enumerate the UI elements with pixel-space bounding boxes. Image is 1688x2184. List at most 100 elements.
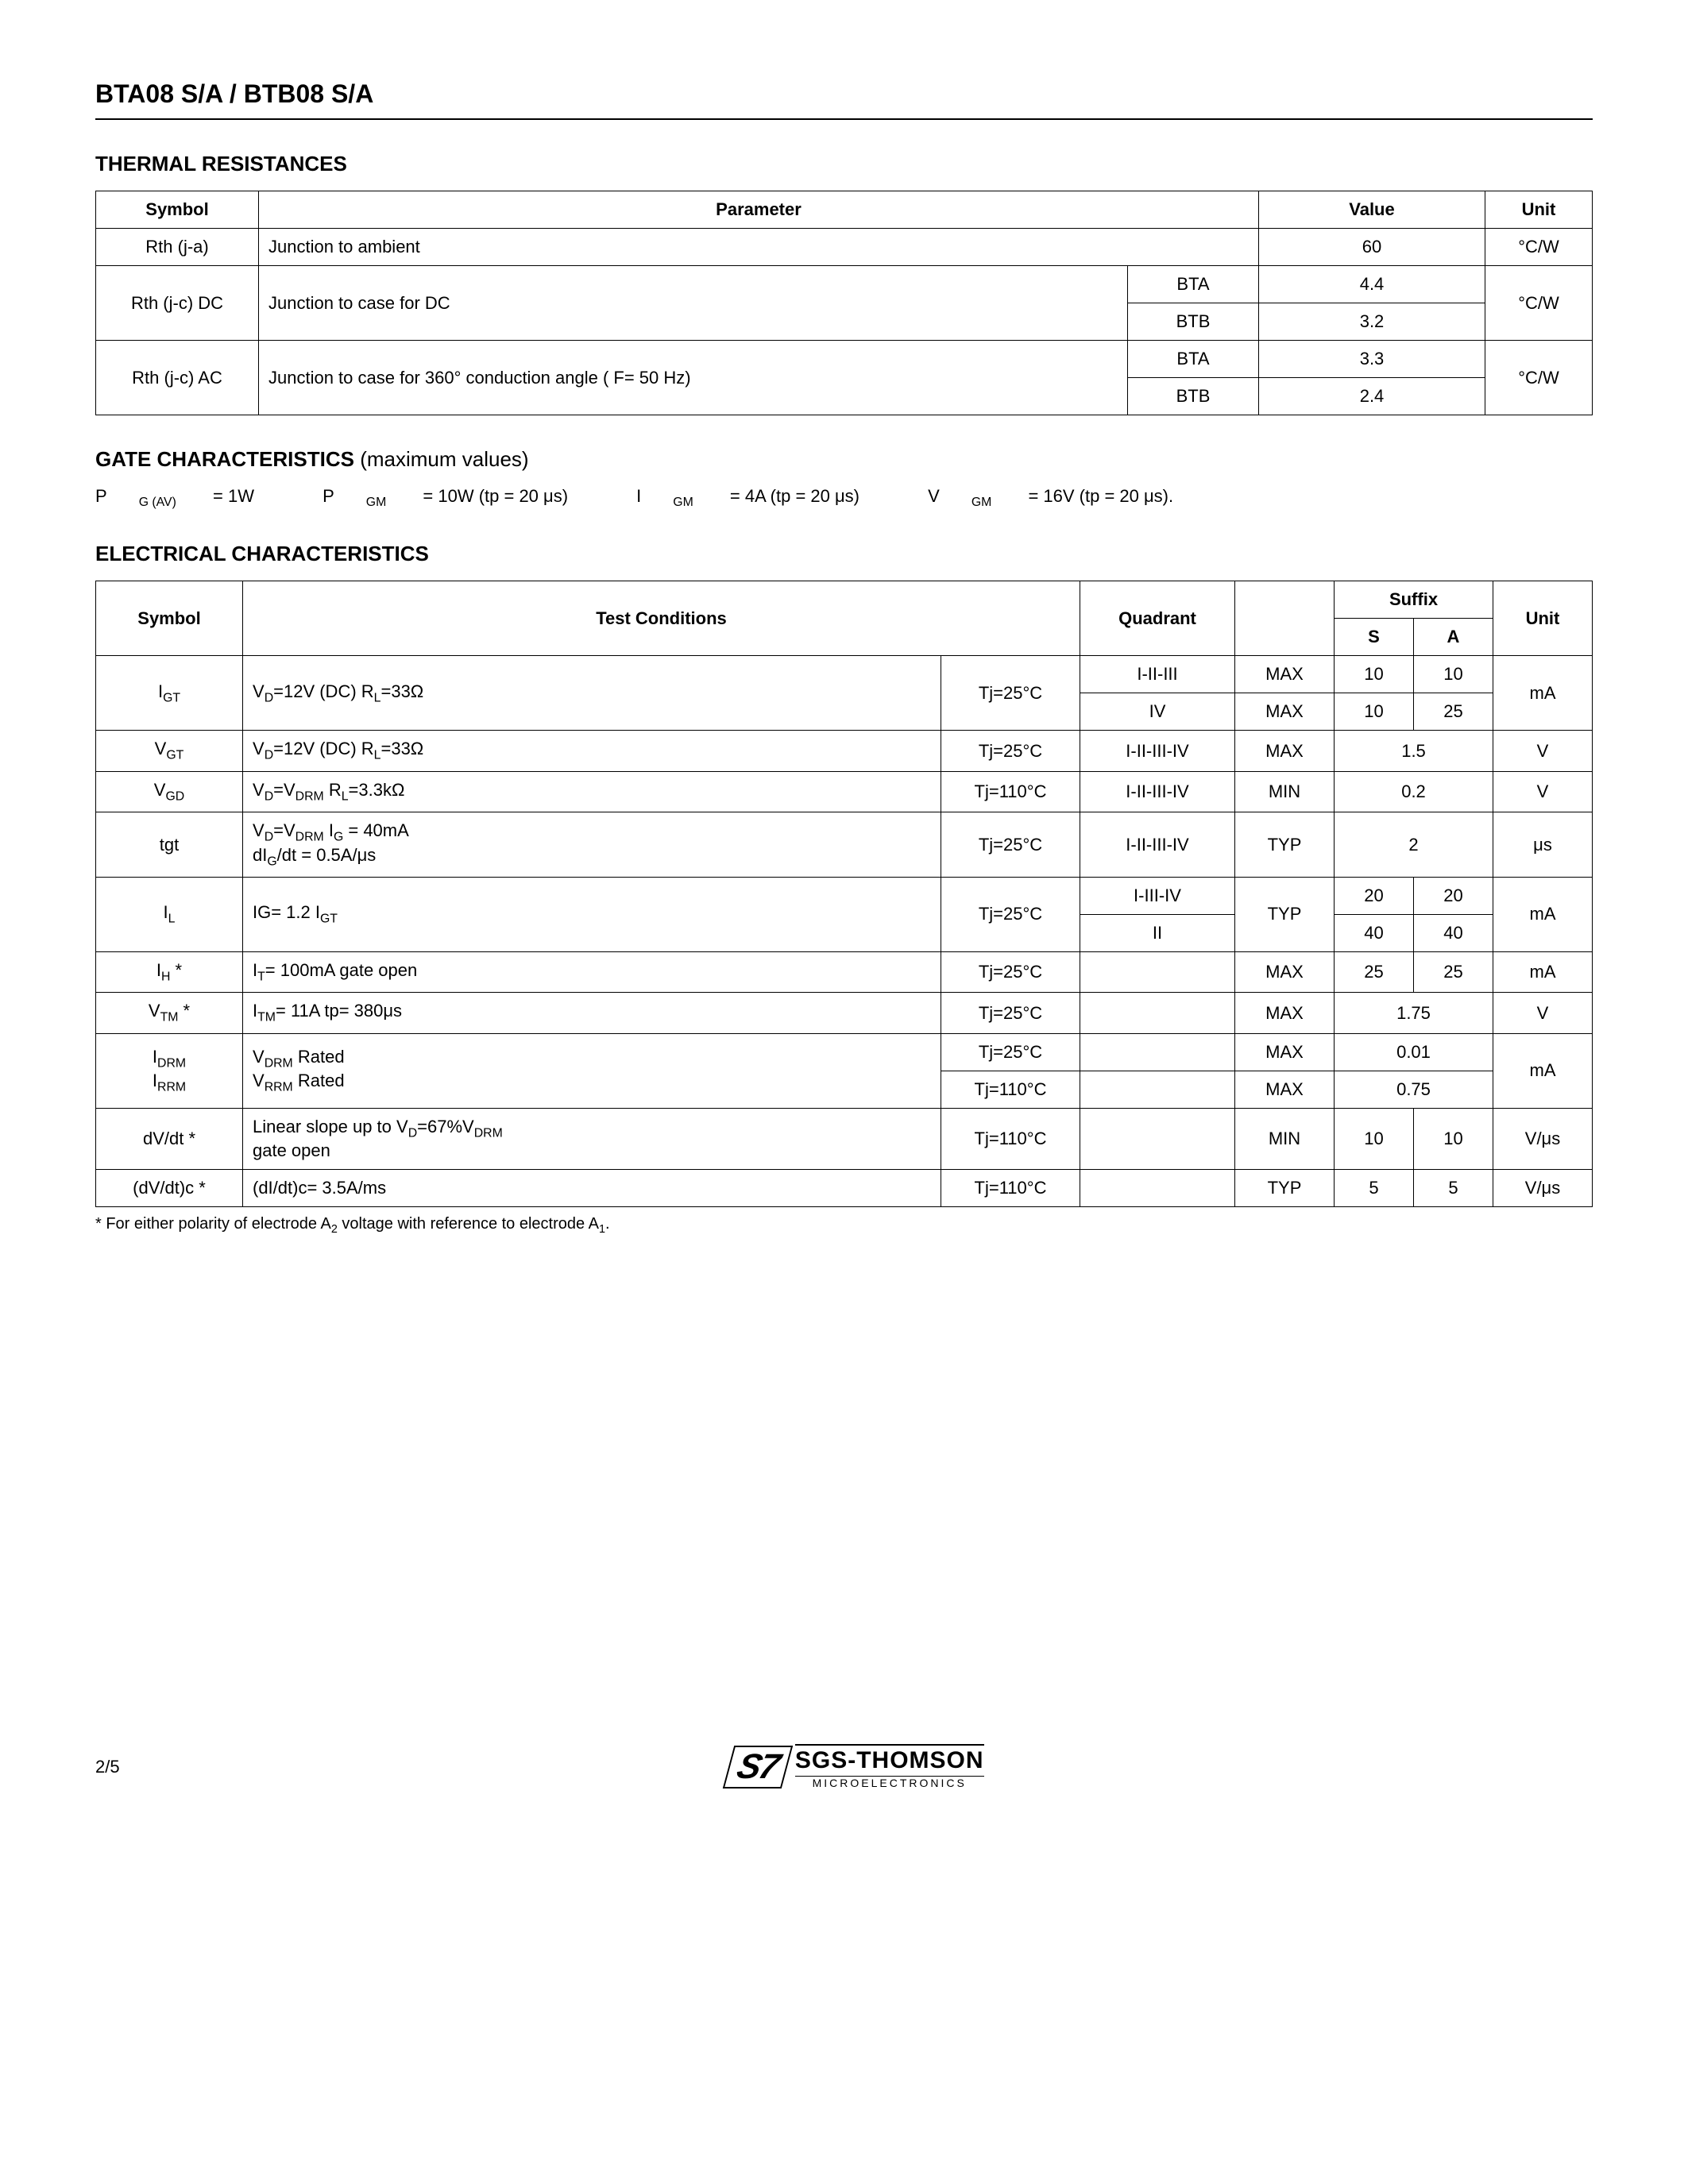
th: Test Conditions xyxy=(243,581,1080,656)
cell: Rth (j-c) AC xyxy=(96,341,259,415)
th-value: Value xyxy=(1259,191,1485,229)
logo: S7 SGS-THOMSON MICROELECTRONICS xyxy=(728,1744,984,1789)
cell: 0.75 xyxy=(1335,1071,1493,1108)
cell xyxy=(1080,951,1235,992)
cell: IH * xyxy=(96,951,243,992)
cell: 10 xyxy=(1414,1108,1493,1169)
cell: Tj=110°C xyxy=(941,771,1080,812)
cell: ITM= 11A tp= 380μs xyxy=(243,993,941,1033)
cell: Rth (j-c) DC xyxy=(96,266,259,341)
cell: TYP xyxy=(1235,1170,1335,1207)
cell: MIN xyxy=(1235,1108,1335,1169)
cell: Tj=25°C xyxy=(941,993,1080,1033)
cell: IT= 100mA gate open xyxy=(243,951,941,992)
cell xyxy=(1080,1108,1235,1169)
cell: VGT xyxy=(96,731,243,771)
cell: II xyxy=(1080,914,1235,951)
th-symbol: Symbol xyxy=(96,191,259,229)
cell: 0.01 xyxy=(1335,1033,1493,1071)
cell: tgt xyxy=(96,812,243,878)
thermal-title: THERMAL RESISTANCES xyxy=(95,152,1593,176)
cell: BTB xyxy=(1128,378,1259,415)
cell: V xyxy=(1493,771,1593,812)
cell: °C/W xyxy=(1485,229,1593,266)
cell: V/μs xyxy=(1493,1170,1593,1207)
cell: Tj=110°C xyxy=(941,1170,1080,1207)
th-unit: Unit xyxy=(1485,191,1593,229)
th: Suffix xyxy=(1335,581,1493,619)
cell: 10 xyxy=(1335,1108,1414,1169)
page-title: BTA08 S/A / BTB08 S/A xyxy=(95,79,1593,120)
cell: Rth (j-a) xyxy=(96,229,259,266)
cell: IL xyxy=(96,877,243,951)
cell: 10 xyxy=(1335,656,1414,693)
cell: TYP xyxy=(1235,812,1335,878)
cell: 25 xyxy=(1335,951,1414,992)
cell: VD=VDRM RL=3.3kΩ xyxy=(243,771,941,812)
cell: (dI/dt)c= 3.5A/ms xyxy=(243,1170,941,1207)
cell: Tj=25°C xyxy=(941,1033,1080,1071)
cell: VTM * xyxy=(96,993,243,1033)
cell: °C/W xyxy=(1485,266,1593,341)
cell: V xyxy=(1493,993,1593,1033)
cell: mA xyxy=(1493,1033,1593,1108)
cell xyxy=(1080,993,1235,1033)
th: Symbol xyxy=(96,581,243,656)
cell xyxy=(1080,1170,1235,1207)
elec-title: ELECTRICAL CHARACTERISTICS xyxy=(95,542,1593,566)
cell: mA xyxy=(1493,877,1593,951)
cell: IG= 1.2 IGT xyxy=(243,877,941,951)
cell xyxy=(1080,1071,1235,1108)
cell: 40 xyxy=(1335,914,1414,951)
cell: 2 xyxy=(1335,812,1493,878)
cell: MAX xyxy=(1235,656,1335,693)
cell: I-III-IV xyxy=(1080,877,1235,914)
th: S xyxy=(1335,619,1414,656)
cell: 5 xyxy=(1414,1170,1493,1207)
cell: MAX xyxy=(1235,731,1335,771)
cell: dV/dt * xyxy=(96,1108,243,1169)
cell: μs xyxy=(1493,812,1593,878)
cell: Tj=25°C xyxy=(941,951,1080,992)
cell: 60 xyxy=(1259,229,1485,266)
cell: VD=12V (DC) RL=33Ω xyxy=(243,731,941,771)
th: Quadrant xyxy=(1080,581,1235,656)
logo-subtext: MICROELECTRONICS xyxy=(795,1777,984,1789)
cell: 1.5 xyxy=(1335,731,1493,771)
logo-mark-icon: S7 xyxy=(723,1746,793,1788)
cell: °C/W xyxy=(1485,341,1593,415)
cell: MIN xyxy=(1235,771,1335,812)
cell: Tj=110°C xyxy=(941,1071,1080,1108)
cell: I-II-III-IV xyxy=(1080,731,1235,771)
cell: BTB xyxy=(1128,303,1259,341)
cell: 1.75 xyxy=(1335,993,1493,1033)
cell: 0.2 xyxy=(1335,771,1493,812)
thermal-table: Symbol Parameter Value Unit Rth (j-a) Ju… xyxy=(95,191,1593,415)
cell: MAX xyxy=(1235,693,1335,731)
cell: I-II-III-IV xyxy=(1080,812,1235,878)
cell: Tj=25°C xyxy=(941,812,1080,878)
cell: VD=VDRM IG = 40mA dIG/dt = 0.5A/μs xyxy=(243,812,941,878)
th xyxy=(1235,581,1335,656)
cell: 25 xyxy=(1414,951,1493,992)
th: Unit xyxy=(1493,581,1593,656)
cell: Tj=25°C xyxy=(941,656,1080,731)
cell: 4.4 xyxy=(1259,266,1485,303)
cell: VDRM Rated VRRM Rated xyxy=(243,1033,941,1108)
cell: IGT xyxy=(96,656,243,731)
cell: Tj=25°C xyxy=(941,877,1080,951)
cell: V/μs xyxy=(1493,1108,1593,1169)
cell: VGD xyxy=(96,771,243,812)
cell: IV xyxy=(1080,693,1235,731)
cell: 25 xyxy=(1414,693,1493,731)
cell: MAX xyxy=(1235,1071,1335,1108)
cell xyxy=(1080,1033,1235,1071)
cell: 3.2 xyxy=(1259,303,1485,341)
cell: IDRM IRRM xyxy=(96,1033,243,1108)
th-parameter: Parameter xyxy=(259,191,1259,229)
logo-text: SGS-THOMSON xyxy=(795,1744,984,1777)
footer: 2/5 S7 SGS-THOMSON MICROELECTRONICS xyxy=(95,1744,1593,1789)
cell: MAX xyxy=(1235,1033,1335,1071)
cell: 20 xyxy=(1335,877,1414,914)
cell: 3.3 xyxy=(1259,341,1485,378)
